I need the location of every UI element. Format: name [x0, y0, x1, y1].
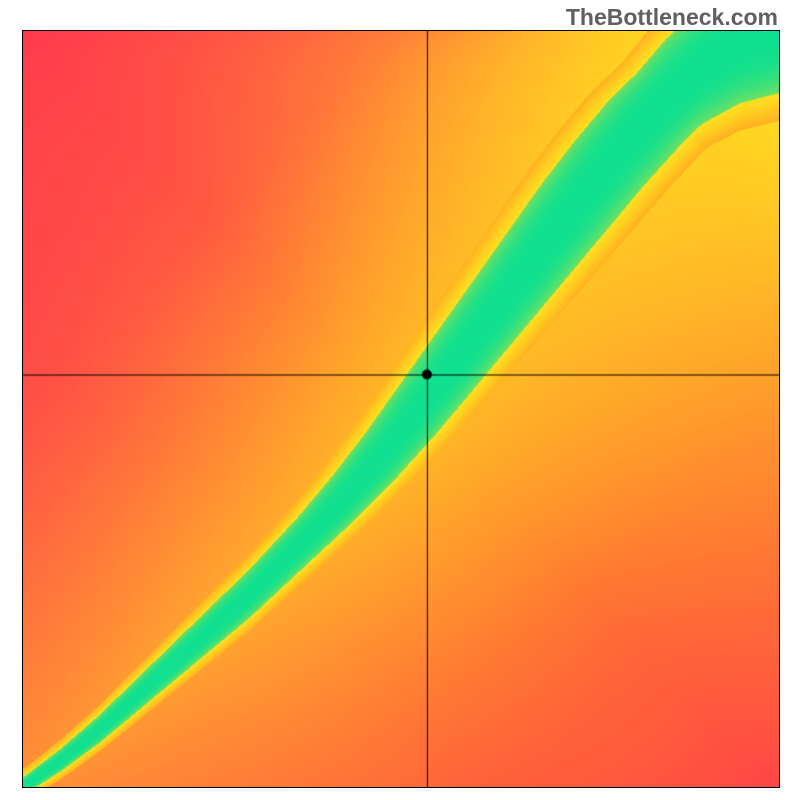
- chart-container: { "watermark": { "text": "TheBottleneck.…: [0, 0, 800, 800]
- bottleneck-heatmap: [22, 30, 780, 788]
- watermark-text: TheBottleneck.com: [566, 4, 778, 31]
